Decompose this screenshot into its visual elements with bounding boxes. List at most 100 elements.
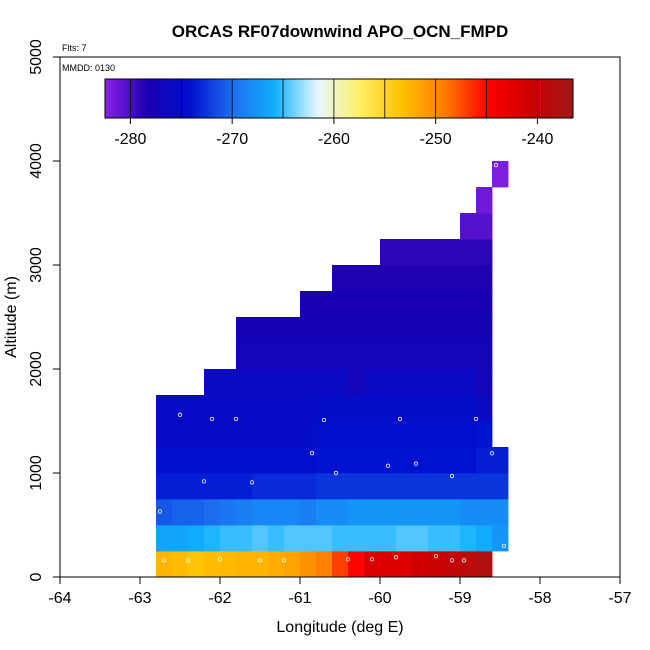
heatmap-cell <box>332 499 349 526</box>
heatmap-cell <box>268 369 285 396</box>
heatmap-cell <box>172 395 189 422</box>
heatmap-cell <box>412 499 429 526</box>
heatmap-cell <box>204 525 221 552</box>
heatmap-cell <box>332 551 349 578</box>
sample-point <box>489 451 495 456</box>
sample-point <box>157 509 163 514</box>
heatmap-cell <box>444 421 461 448</box>
x-tick-label: -63 <box>128 590 151 607</box>
heatmap-cell <box>236 317 253 344</box>
heatmap-cell <box>172 473 189 500</box>
heatmap-cell <box>188 525 205 552</box>
heatmap-cell <box>332 473 349 500</box>
heatmap-cell <box>348 447 365 474</box>
heatmap-cell <box>396 499 413 526</box>
heatmap-cell <box>236 369 253 396</box>
heatmap-cell <box>444 317 461 344</box>
heatmap-cell <box>236 421 253 448</box>
heatmap-cell <box>428 369 445 396</box>
sample-point <box>281 558 287 563</box>
heatmap-cell <box>364 291 381 318</box>
heatmap-cell <box>300 395 317 422</box>
heatmap-cell <box>476 473 493 500</box>
heatmap-cell <box>396 473 413 500</box>
heatmap-cell <box>460 473 477 500</box>
heatmap-cell <box>236 395 253 422</box>
heatmap-cell <box>332 265 349 292</box>
heatmap-cell <box>332 317 349 344</box>
x-tick-label: -58 <box>528 590 551 607</box>
sample-point <box>461 558 467 563</box>
heatmap-cell <box>300 291 317 318</box>
sample-point <box>449 474 455 479</box>
sample-point <box>433 554 439 559</box>
heatmap-cell <box>204 551 221 578</box>
heatmap-cell <box>172 499 189 526</box>
heatmap-cell <box>300 473 317 500</box>
heatmap-cell <box>236 473 253 500</box>
heatmap-cell <box>188 473 205 500</box>
heatmap-cell <box>300 343 317 370</box>
heatmap-cell <box>412 369 429 396</box>
heatmap-cell <box>428 473 445 500</box>
x-tick-label: -57 <box>608 590 631 607</box>
heatmap-cell <box>284 473 301 500</box>
colorbar-tick-label: -250 <box>420 131 452 148</box>
heatmap-cell <box>460 551 477 578</box>
heatmap-cell <box>188 421 205 448</box>
heatmap-cell <box>204 369 221 396</box>
heatmap-cell <box>460 343 477 370</box>
heatmap-cell <box>380 421 397 448</box>
heatmap-cell <box>268 317 285 344</box>
heatmap-cell <box>476 343 493 370</box>
heatmap-cell <box>284 369 301 396</box>
heatmap-cell <box>476 213 493 240</box>
heatmap-cell <box>428 551 445 578</box>
heatmap-cell <box>364 395 381 422</box>
heatmap-cell <box>396 551 413 578</box>
heatmap-cell <box>220 525 237 552</box>
heatmap-cell <box>268 473 285 500</box>
heatmap-cell <box>172 421 189 448</box>
heatmap-cell <box>412 343 429 370</box>
heatmap-cell <box>444 525 461 552</box>
x-tick-label: -60 <box>368 590 391 607</box>
heatmap-cell <box>332 421 349 448</box>
x-axis-label: Longitude (deg E) <box>276 619 403 636</box>
heatmap-cell <box>412 265 429 292</box>
heatmap-cell <box>284 395 301 422</box>
heatmap-cell <box>380 369 397 396</box>
heatmap-cell <box>476 239 493 266</box>
heatmap-cell <box>332 343 349 370</box>
heatmap-cell <box>380 447 397 474</box>
heatmap-cell <box>364 525 381 552</box>
heatmap-cell <box>316 291 333 318</box>
heatmap-cell <box>364 447 381 474</box>
colorbar: -280 -270 -260 -250 -240 <box>104 78 574 148</box>
heatmap-cell <box>316 421 333 448</box>
heatmap-cell <box>236 343 253 370</box>
heatmap-cell <box>316 525 333 552</box>
heatmap-cell <box>220 473 237 500</box>
x-tick-label: -62 <box>208 590 231 607</box>
heatmap-cell <box>444 343 461 370</box>
y-axis-label: Altitude (m) <box>3 276 20 358</box>
sample-point <box>233 416 239 422</box>
heatmap-cell <box>492 161 509 188</box>
heatmap-cell <box>476 369 493 396</box>
heatmap-cell <box>380 499 397 526</box>
heatmap-cell <box>380 343 397 370</box>
heatmap-cell <box>316 317 333 344</box>
heatmap-cell <box>316 395 333 422</box>
heatmap-cell <box>428 291 445 318</box>
heatmap-cell <box>316 447 333 474</box>
heatmap-cell <box>268 525 285 552</box>
colorbar-gradient <box>104 78 574 119</box>
colorbar-tick-label: -280 <box>114 131 146 148</box>
heatmap-cell <box>396 525 413 552</box>
heatmap-cell <box>364 265 381 292</box>
heatmap-cell <box>300 499 317 526</box>
heatmap-cell <box>492 499 509 526</box>
heatmap-cell <box>284 447 301 474</box>
